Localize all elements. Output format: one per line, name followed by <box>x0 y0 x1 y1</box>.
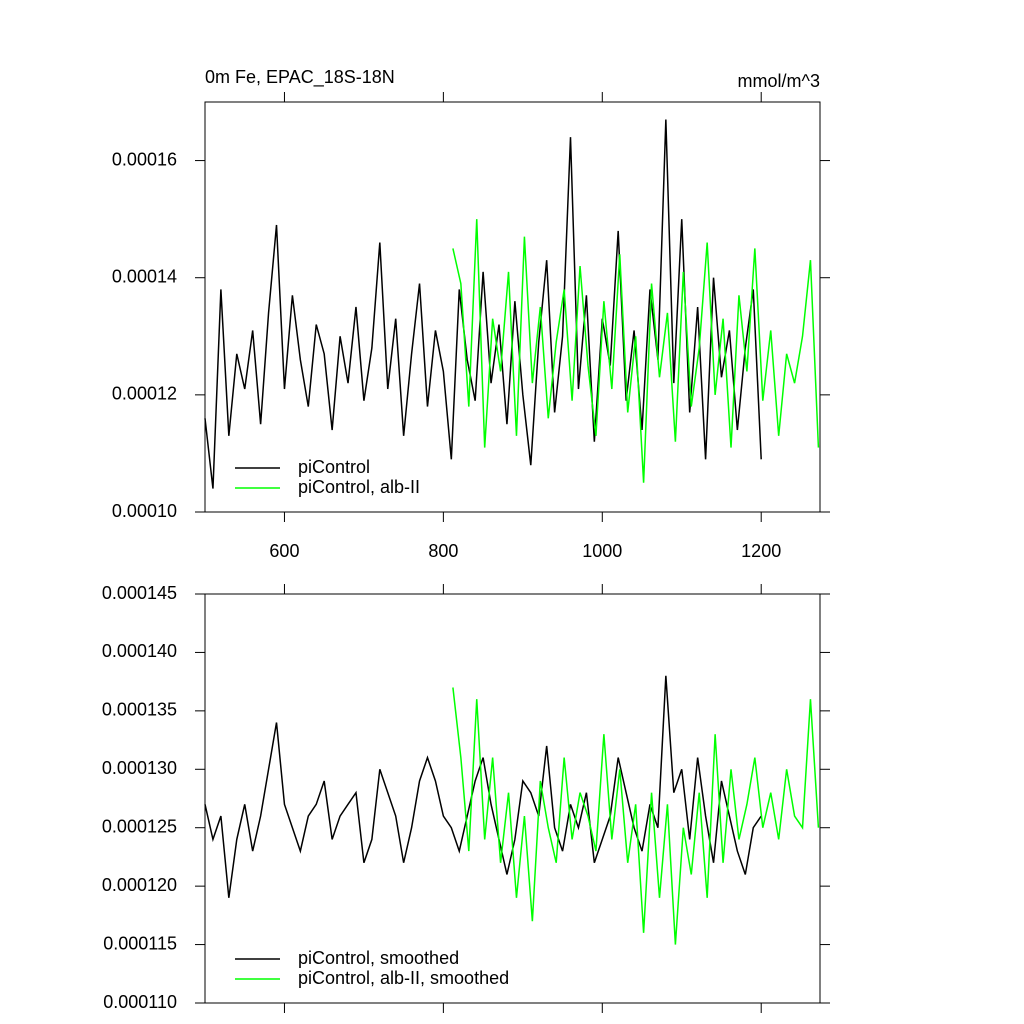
y-tick-label: 0.00010 <box>112 501 177 521</box>
y-tick-label: 0.000140 <box>102 641 177 661</box>
y-tick-label: 0.00016 <box>112 149 177 169</box>
legend-label: piControl, alb-II <box>298 477 420 497</box>
y-tick-label: 0.00014 <box>112 266 177 286</box>
plot-frame <box>204 593 821 1004</box>
series-line <box>204 675 762 898</box>
x-tick-label: 1000 <box>582 541 622 561</box>
y-tick-label: 0.000145 <box>102 583 177 603</box>
x-tick-label: 800 <box>428 541 458 561</box>
series-line <box>452 219 820 483</box>
series-line <box>204 119 762 489</box>
y-tick-label: 0.000110 <box>103 992 177 1012</box>
y-tick-label: 0.000135 <box>102 700 177 720</box>
x-tick-label: 1200 <box>741 541 781 561</box>
legend-label: piControl <box>298 457 370 477</box>
y-tick-label: 0.000120 <box>102 875 177 895</box>
plot-frame <box>204 101 821 513</box>
x-tick-label: 600 <box>269 541 299 561</box>
y-tick-label: 0.000125 <box>102 816 177 836</box>
y-tick-label: 0.000115 <box>103 933 177 953</box>
legend-label: piControl, alb-II, smoothed <box>298 968 509 988</box>
legend-label: piControl, smoothed <box>298 948 459 968</box>
y-tick-label: 0.00012 <box>112 384 177 404</box>
units-label: mmol/m^3 <box>738 71 820 91</box>
series-line <box>452 687 820 945</box>
y-tick-label: 0.000130 <box>102 758 177 778</box>
chart-title: 0m Fe, EPAC_18S-18N <box>205 67 395 88</box>
